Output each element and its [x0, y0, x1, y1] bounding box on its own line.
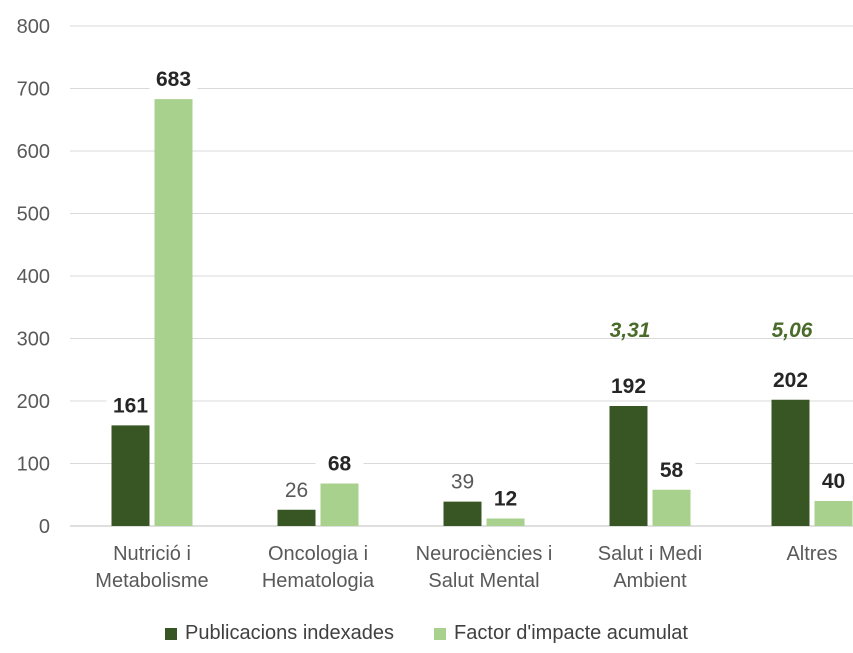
data-label-bg-2-0 — [149, 63, 198, 94]
legend-swatch-series-1 — [165, 627, 178, 640]
data-label-series-2-3: 58 — [660, 459, 684, 482]
data-label-series-1-3: 192 — [611, 375, 646, 398]
bar-series-2-0 — [154, 99, 193, 526]
bar-series-1-2 — [443, 501, 482, 526]
data-label-series-1-0: 161 — [113, 394, 148, 417]
y-tick-label-0: 0 — [39, 516, 50, 538]
data-label-bg-1-0 — [106, 389, 155, 420]
data-label-series-2-1: 68 — [328, 453, 352, 476]
data-label-bg-2-3 — [647, 453, 696, 484]
data-label-bg-1-1 — [272, 473, 321, 504]
bar-series-1-4 — [771, 399, 810, 526]
data-label-series-1-2: 39 — [451, 471, 474, 494]
y-tick-label-100: 100 — [17, 454, 50, 476]
bar-series-1-3 — [609, 406, 648, 526]
data-label-series-2-2: 12 — [494, 488, 517, 511]
x-tick-label-0-0: Nutrició i — [113, 543, 191, 565]
legend-item-publicacions: Publicacions indexades — [165, 622, 394, 645]
bar-series-1-0 — [111, 425, 150, 526]
legend: Publicacions indexades Factor d'impacte … — [0, 622, 853, 645]
x-tick-label-1-0: Oncologia i — [268, 543, 368, 565]
y-tick-label-400: 400 — [17, 266, 50, 288]
legend-item-factor: Factor d'impacte acumulat — [434, 622, 688, 645]
bar-series-2-4 — [814, 501, 853, 526]
data-labels: 161 26 39 192 202 683 68 12 58 40 — [106, 63, 853, 513]
y-tick-label-200: 200 — [17, 391, 50, 413]
x-tick-label-2-1: Salut Mental — [428, 570, 539, 592]
bar-chart: 0 100 200 300 400 500 600 700 800 161 26 39 192 202 6… — [17, 16, 853, 592]
legend-label-series-2: Factor d'impacte acumulat — [454, 622, 688, 644]
annotation-1: 5,06 — [772, 319, 813, 342]
bars — [111, 99, 853, 526]
x-tick-label-4-0: Altres — [786, 543, 837, 565]
y-tick-label-700: 700 — [17, 79, 50, 101]
data-label-bg-1-4 — [766, 363, 815, 394]
bar-series-2-2 — [486, 518, 525, 526]
data-label-series-1-1: 26 — [285, 479, 308, 502]
x-axis: Nutrició i Metabolisme Oncologia i Hematolo… — [95, 543, 837, 592]
bar-series-2-3 — [652, 489, 691, 526]
legend-swatch-series-2 — [434, 627, 447, 640]
y-tick-label-300: 300 — [17, 329, 50, 351]
data-label-bg-1-2 — [438, 465, 487, 496]
gridlines — [70, 25, 853, 527]
y-axis: 0 100 200 300 400 500 600 700 800 — [17, 16, 50, 538]
data-label-series-2-0: 683 — [156, 68, 191, 91]
data-label-bg-2-2 — [481, 482, 530, 513]
y-tick-label-600: 600 — [17, 141, 50, 163]
x-tick-label-0-1: Metabolisme — [95, 570, 208, 592]
x-tick-label-2-0: Neurociències i — [416, 543, 553, 565]
y-tick-label-500: 500 — [17, 204, 50, 226]
x-tick-label-3-0: Salut i Medi — [598, 543, 703, 565]
x-tick-label-1-1: Hematologia — [262, 570, 375, 592]
annotations: 3,31 5,06 — [610, 319, 813, 342]
x-tick-label-3-1: Ambient — [613, 570, 687, 592]
data-label-bg-2-4 — [809, 465, 853, 495]
data-label-series-1-4: 202 — [773, 369, 808, 392]
data-label-series-2-4: 40 — [822, 470, 845, 493]
bar-series-2-1 — [320, 483, 359, 526]
annotation-0: 3,31 — [610, 319, 651, 342]
data-label-bg-1-3 — [604, 370, 653, 400]
data-label-bg-2-1 — [315, 447, 364, 478]
y-tick-label-800: 800 — [17, 16, 50, 38]
legend-label-series-1: Publicacions indexades — [185, 622, 395, 644]
bar-series-1-1 — [277, 509, 316, 526]
